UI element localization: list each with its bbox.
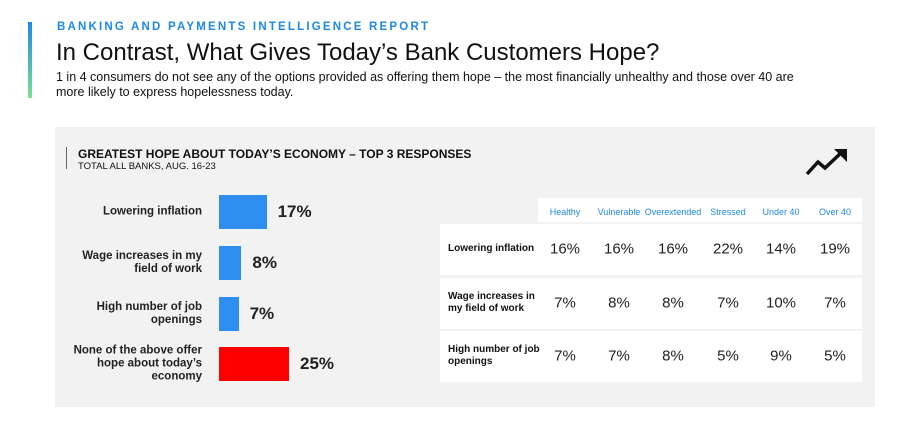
table-cell: 8% bbox=[608, 294, 630, 312]
table-cell: 16% bbox=[549, 240, 581, 258]
table-cell: 7% bbox=[717, 294, 739, 312]
table-cell: 22% bbox=[712, 240, 744, 258]
table-header bbox=[538, 198, 862, 222]
slide-title: In Contrast, What Gives Today’s Bank Cus… bbox=[56, 39, 660, 66]
table-cell: 8% bbox=[662, 294, 684, 312]
table-cell: 7% bbox=[554, 294, 576, 312]
row-label: High number of job openings bbox=[448, 344, 540, 367]
column-header: Stressed bbox=[710, 207, 746, 217]
column-header: Overextended bbox=[644, 207, 702, 217]
table-row bbox=[440, 331, 862, 382]
table-cell: 9% bbox=[770, 347, 792, 365]
value-label: 25% bbox=[300, 354, 335, 373]
table-cell: 7% bbox=[824, 294, 846, 312]
category-label: High number of job openings bbox=[96, 301, 202, 326]
table-cell: 5% bbox=[824, 347, 846, 365]
row-label: Lowering inflation bbox=[448, 243, 535, 254]
column-header: Vulnerable bbox=[597, 207, 641, 217]
table-cell: 19% bbox=[819, 240, 851, 258]
chart-title: GREATEST HOPE ABOUT TODAY’S ECONOMY – TO… bbox=[78, 147, 472, 161]
category-label: Wage increases in my field of work bbox=[82, 250, 202, 275]
table-cell: 7% bbox=[554, 347, 576, 365]
row-label: Wage increases in my field of work bbox=[448, 291, 535, 314]
table-cell: 16% bbox=[657, 240, 689, 258]
kicker: BANKING AND PAYMENTS INTELLIGENCE REPORT bbox=[57, 21, 431, 33]
table-cell: 8% bbox=[662, 347, 684, 365]
trend-icon bbox=[805, 149, 847, 176]
bar bbox=[219, 347, 289, 381]
table-cell: 7% bbox=[608, 347, 630, 365]
category-label: None of the above offer hope about today… bbox=[73, 344, 202, 383]
table-cell: 14% bbox=[765, 240, 797, 258]
value-label: 7% bbox=[249, 304, 275, 323]
value-label: 17% bbox=[277, 202, 312, 221]
value-label: 8% bbox=[252, 253, 277, 272]
table-cell: 16% bbox=[603, 240, 635, 258]
category-label: Lowering inflation bbox=[102, 205, 202, 218]
accent-bar bbox=[28, 22, 32, 98]
column-header: Healthy bbox=[549, 207, 581, 217]
bar bbox=[219, 246, 242, 280]
table-row bbox=[440, 278, 862, 329]
table-cell: 10% bbox=[765, 294, 797, 312]
bar bbox=[219, 195, 267, 229]
column-header: Under 40 bbox=[762, 207, 800, 217]
bar bbox=[219, 297, 239, 331]
table-cell: 5% bbox=[717, 347, 739, 365]
slide-subtitle: 1 in 4 consumers do not see any of the o… bbox=[56, 70, 794, 99]
table-row bbox=[440, 224, 862, 275]
column-header: Over 40 bbox=[818, 207, 851, 217]
chart-subtitle: TOTAL ALL BANKS, AUG. 16-23 bbox=[78, 161, 216, 172]
title-rule bbox=[66, 147, 67, 169]
